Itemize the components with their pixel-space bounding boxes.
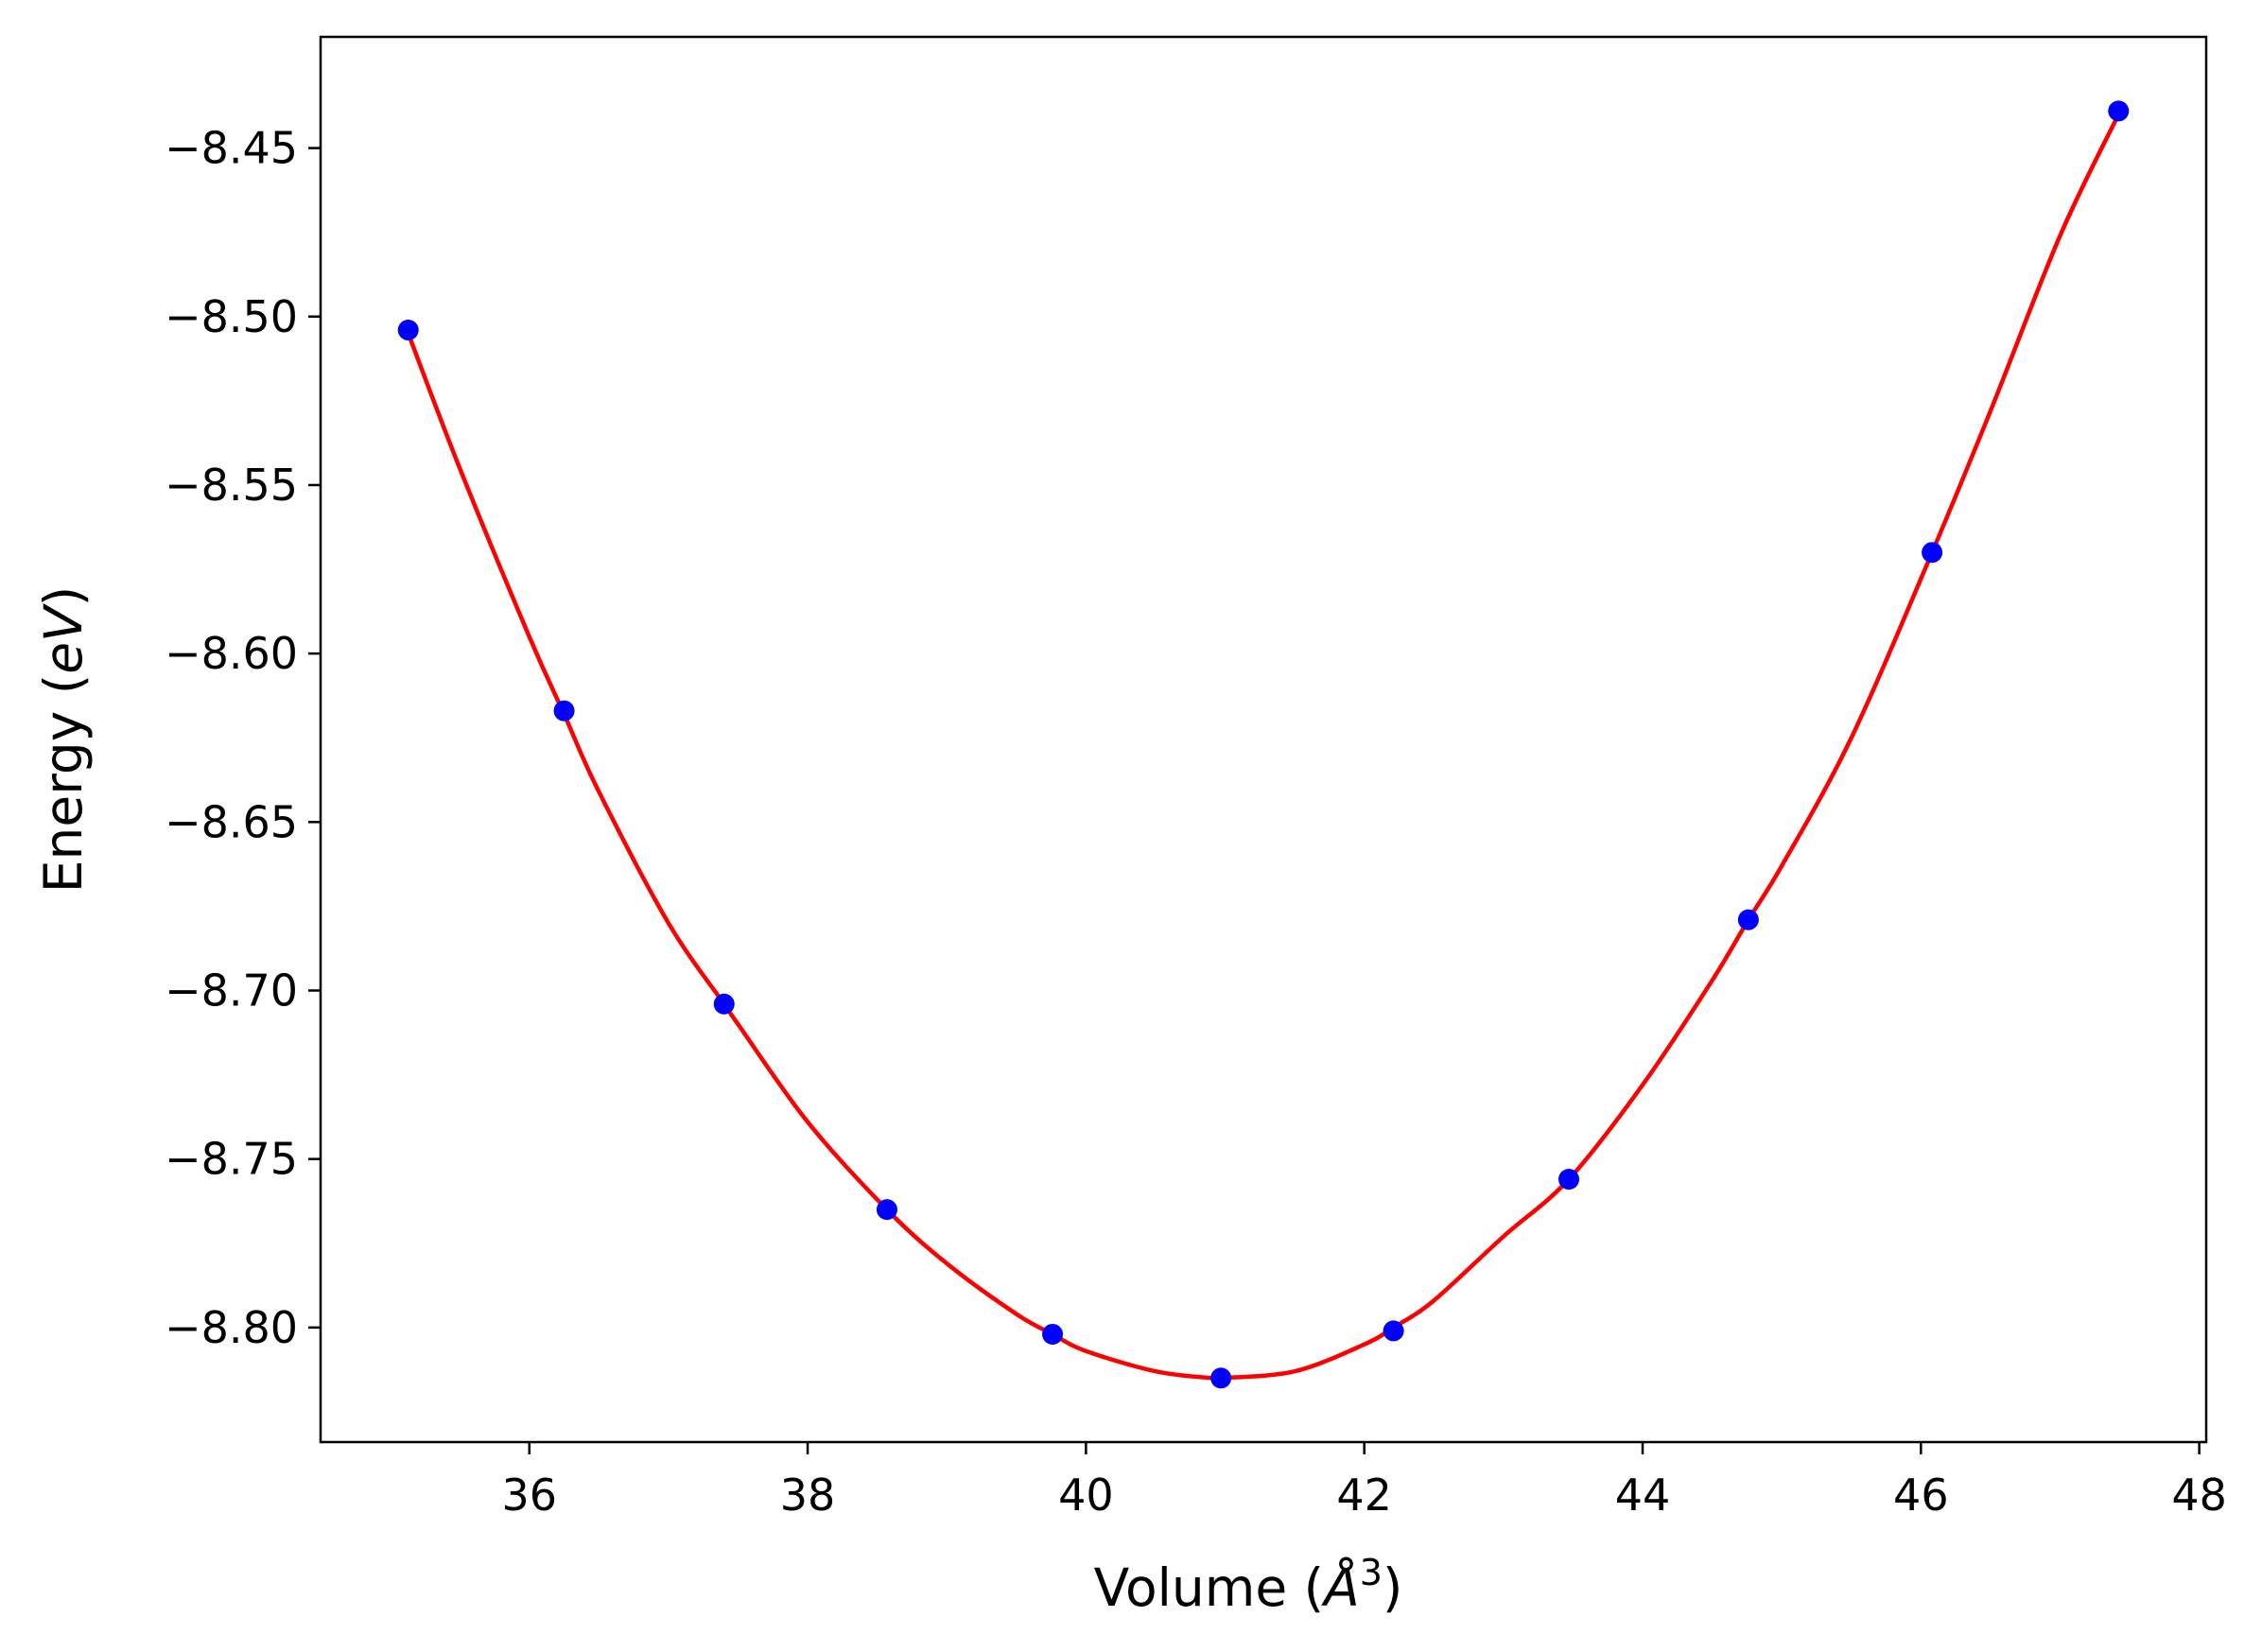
y-axis-unit: eV <box>33 603 94 674</box>
data-point <box>1922 542 1943 564</box>
plot-area-background <box>321 37 2206 1442</box>
y-tick-label: −8.55 <box>165 460 298 511</box>
y-axis-title-text: Energy <box>33 711 94 894</box>
y-tick-label: −8.75 <box>165 1134 298 1185</box>
x-tick-label: 46 <box>1893 1469 1949 1521</box>
data-point <box>1558 1169 1580 1191</box>
data-point <box>553 700 575 722</box>
y-tick-label: −8.45 <box>165 123 298 174</box>
data-point <box>2108 100 2130 122</box>
data-point <box>1042 1323 1064 1345</box>
data-point <box>1210 1367 1232 1389</box>
data-point <box>876 1199 897 1221</box>
data-points-layer <box>397 100 2130 1389</box>
data-point <box>397 320 419 341</box>
x-tick-label: 38 <box>780 1469 836 1521</box>
x-axis-title: Volume (Å3) <box>1094 1552 1403 1618</box>
y-tick-label: −8.65 <box>165 796 298 847</box>
y-tick-label: −8.60 <box>165 628 298 679</box>
y-tick-label: −8.70 <box>165 965 298 1016</box>
y-axis-title: Energy (eV) <box>33 586 94 893</box>
x-tick-label: 42 <box>1336 1469 1392 1521</box>
x-tick-label: 44 <box>1615 1469 1671 1521</box>
x-tick-label: 36 <box>501 1469 557 1521</box>
x-axis-unit-exponent: 3 <box>1360 1552 1383 1593</box>
data-point <box>1383 1320 1404 1342</box>
data-point <box>1737 909 1759 930</box>
x-axis-title-text: Volume <box>1094 1557 1288 1618</box>
data-point <box>713 993 735 1015</box>
y-tick-label: −8.80 <box>165 1302 298 1353</box>
plot-frame <box>319 35 2208 1444</box>
x-tick-label: 40 <box>1058 1469 1114 1521</box>
x-axis-unit: Å <box>1321 1556 1360 1618</box>
x-axis-ticks: 36 38 40 42 44 46 48 <box>501 1442 2227 1521</box>
y-tick-label: −8.50 <box>165 291 298 342</box>
x-tick-label: 48 <box>2171 1469 2227 1521</box>
y-axis-ticks: −8.45 −8.50 −8.55 −8.60 −8.65 −8.70 −8.75 −8.80 <box>165 123 321 1353</box>
